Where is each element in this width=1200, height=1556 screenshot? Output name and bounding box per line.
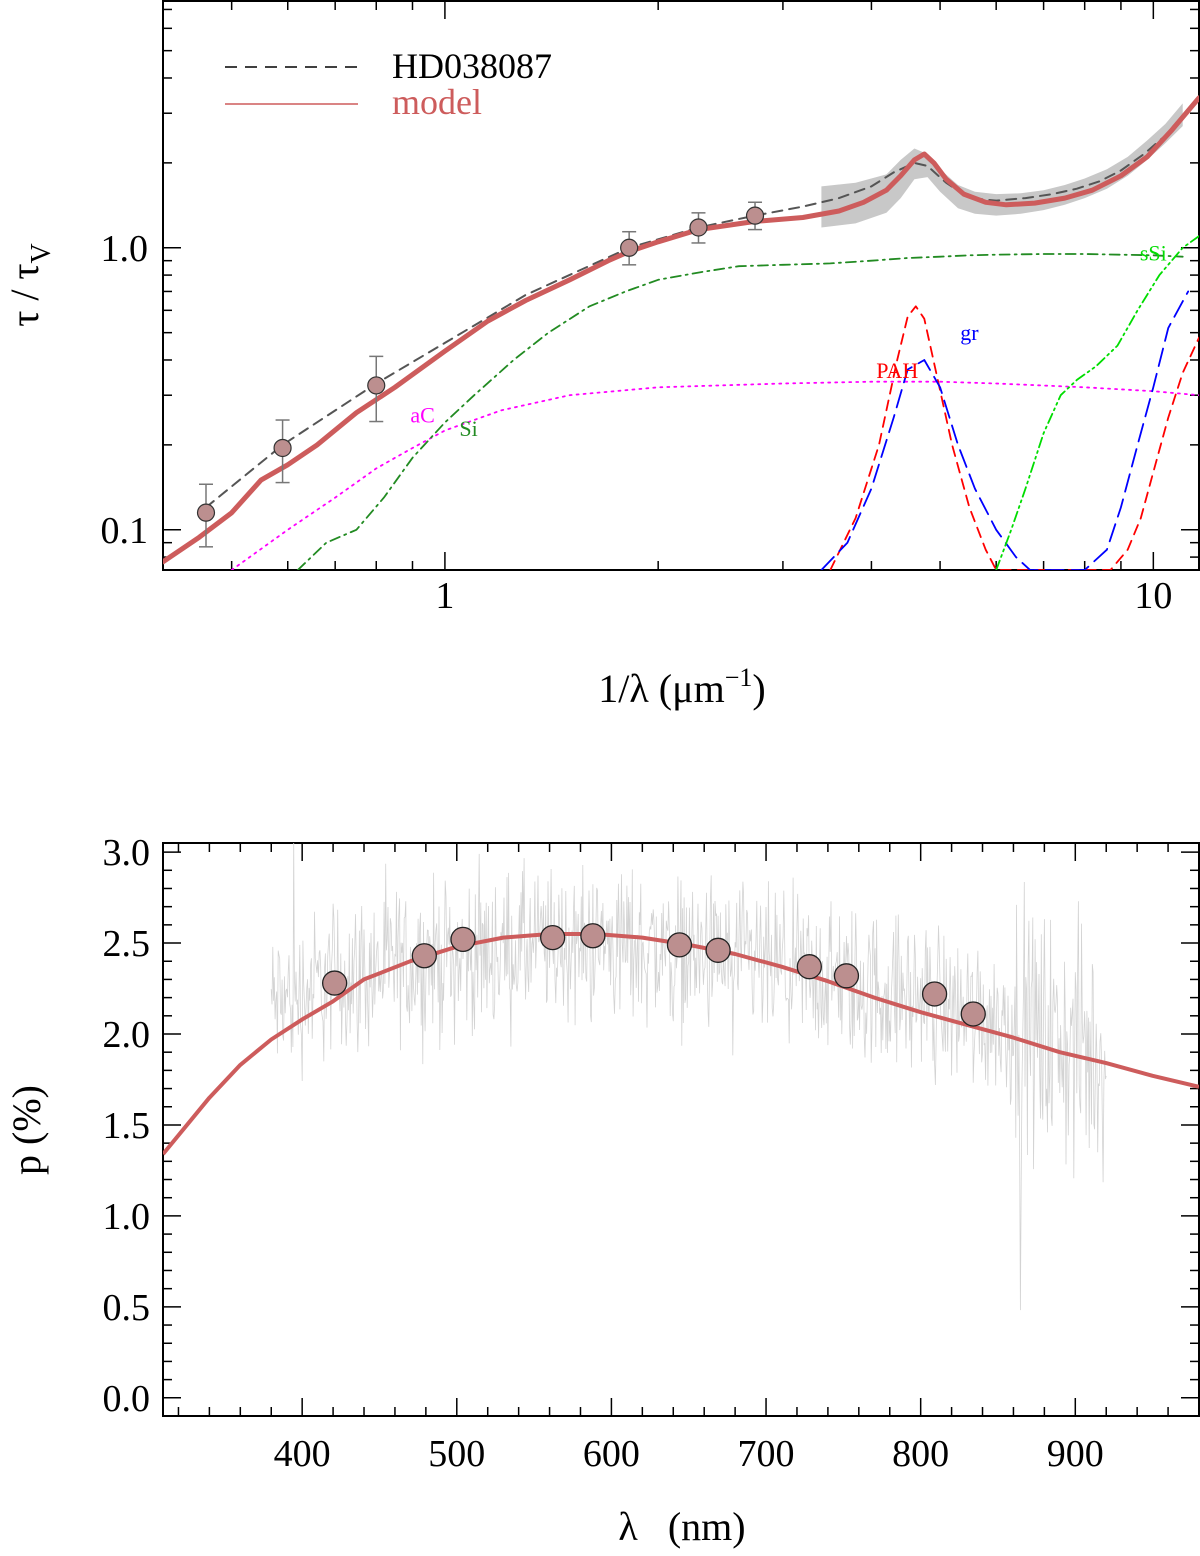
extinction-series-group: [163, 95, 1199, 570]
legend-label-model: model: [392, 82, 482, 122]
component-label-gr: gr: [960, 320, 979, 345]
series-line-model: [163, 932, 1199, 1156]
series-line-gr: [820, 290, 1190, 570]
polarization-x-axis-label: λ (nm): [618, 1504, 745, 1549]
data-point: [960, 1001, 986, 1027]
extinction-x-axis-label-close: ): [752, 666, 765, 711]
x-tick-label: 400: [274, 1433, 331, 1475]
series-line-ssi: [995, 235, 1199, 570]
extinction-y-axis-label-sub: V: [26, 243, 57, 263]
polarization-panel: 400 500 600 700 800 9000.00.51.01.52.02.53.0 …: [4, 832, 1200, 1549]
x-tick-label: 1: [435, 575, 454, 617]
extinction-panel: 1 10 0.1 1.0 aC Si PAH gr sSi HD038087 model τ …: [2, 0, 1200, 711]
spectrum-group: [270, 843, 1107, 1311]
series-line-model: [163, 95, 1199, 565]
extinction-plot-frame: [162, 0, 1200, 571]
polarization-y-axis-label: p (%): [4, 1085, 49, 1175]
component-labels: aC Si PAH gr sSi: [410, 241, 1166, 441]
data-point: [666, 932, 693, 958]
series-line-pah: [829, 305, 1199, 570]
legend: HD038087 model: [225, 46, 552, 122]
data-point: [273, 438, 292, 458]
polarization-ticks: [163, 843, 1200, 1417]
series-line-si: [296, 253, 1184, 570]
data-point: [689, 218, 708, 237]
component-label-ssi: sSi: [1140, 241, 1167, 266]
polarization-points-group: [321, 923, 986, 1027]
y-tick-label: 1.0: [103, 1196, 151, 1238]
x-tick-label: 900: [1047, 1433, 1104, 1475]
extinction-y-axis-label: τ / τV: [2, 243, 57, 327]
y-tick-label: 0.0: [103, 1378, 151, 1420]
extinction-x-axis-label-sup: −1: [725, 663, 753, 692]
polarization-series-group: [163, 932, 1199, 1156]
component-label-si: Si: [459, 416, 477, 441]
x-tick-label: 700: [738, 1433, 795, 1475]
polarization-tick-labels: 400 500 600 700 800 900 0.0 0.5 1.0 1.5 2.0 2.5 3.0: [103, 832, 1104, 1475]
y-tick-label: 0.5: [103, 1287, 151, 1329]
data-point: [196, 503, 216, 522]
data-point: [540, 924, 566, 951]
extinction-x-axis-label: 1/λ (μm−1): [598, 663, 765, 711]
x-tick-label: 600: [583, 1433, 640, 1475]
x-tick-label: 500: [428, 1433, 485, 1475]
component-label-pah: PAH: [876, 358, 918, 383]
y-tick-label: 0.1: [101, 510, 149, 552]
x-tick-label: 10: [1134, 575, 1172, 617]
component-label-ac: aC: [410, 403, 434, 428]
extinction-points-group: [196, 201, 765, 548]
legend-label-observed: HD038087: [392, 46, 552, 86]
series-line-hd038087: [205, 114, 1184, 509]
data-point: [580, 923, 606, 949]
spectrum-line: [270, 843, 1107, 1311]
y-tick-label: 2.0: [103, 1014, 151, 1056]
data-point: [450, 926, 476, 953]
y-tick-label: 3.0: [103, 832, 151, 874]
data-point: [833, 963, 860, 989]
y-tick-label: 1.0: [101, 228, 149, 270]
extinction-tick-labels: 1 10 0.1 1.0: [101, 228, 1173, 617]
extinction-y-axis-label-main: τ / τ: [2, 263, 47, 326]
extinction-x-axis-label-main: 1/λ (μm: [598, 666, 724, 711]
polarization-plot-frame: [162, 842, 1200, 1417]
y-tick-label: 1.5: [103, 1105, 151, 1147]
data-point: [367, 376, 386, 395]
data-point: [321, 970, 348, 996]
data-point: [705, 937, 731, 963]
data-point: [796, 954, 822, 980]
data-point: [745, 206, 765, 225]
data-point: [921, 981, 948, 1007]
series-line-ac: [230, 380, 1199, 570]
extinction-ticks: [162, 1, 1199, 570]
x-tick-label: 800: [892, 1433, 949, 1475]
data-point: [620, 238, 639, 257]
y-tick-label: 2.5: [103, 923, 151, 965]
data-point: [411, 943, 437, 969]
